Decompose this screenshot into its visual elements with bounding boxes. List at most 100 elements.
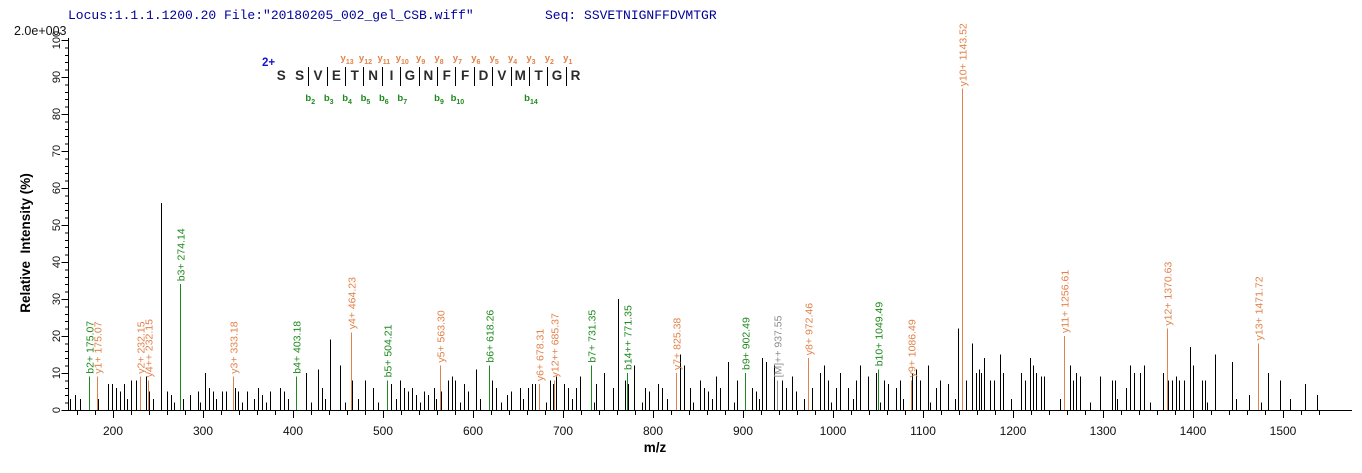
- cleavage-bar: [492, 67, 494, 86]
- b-ion-map-label: b10: [450, 93, 465, 106]
- x-tick-label: 200: [103, 424, 123, 438]
- residue-letter: V: [313, 68, 323, 83]
- residue-cell: y13 b4 T: [341, 53, 364, 106]
- x-tick-label: 600: [463, 424, 483, 438]
- residue-letter: T: [350, 68, 359, 83]
- residue-cell: y6 D: [471, 53, 492, 106]
- ion-label-b773135: b7+ 731.35: [586, 310, 598, 363]
- x-tick-label: 1300: [1090, 424, 1117, 438]
- y-tick-label: 90: [51, 71, 63, 83]
- y-ion-map-label: y3: [526, 53, 536, 66]
- x-tick-label: 1200: [1000, 424, 1027, 438]
- x-tick-label: 1100: [910, 424, 936, 438]
- y-ion-map-label: y7: [452, 53, 462, 66]
- ion-label-y897246: y8+ 972.46: [803, 303, 815, 355]
- residue-cell: y7 b10 F: [451, 53, 474, 106]
- residue-cell: b2 V: [305, 54, 327, 106]
- x-tick-label: 1000: [820, 424, 847, 438]
- cleavage-bar: [473, 67, 475, 86]
- cleavage-bar: [565, 67, 567, 86]
- y-tick-label: 50: [51, 219, 63, 231]
- ion-label-y11125661: y11+ 1256.61: [1059, 270, 1071, 333]
- ion-label-y782538: y7+ 825.38: [671, 318, 683, 370]
- x-axis-title: m/z: [644, 440, 667, 455]
- b-ion-map-label: b4: [342, 93, 352, 106]
- ion-label-b1477135: b14++ 771.35: [622, 305, 634, 370]
- ion-label-y117507: y1+ 175.07: [92, 321, 104, 373]
- ion-label-y423215: y4++ 232.15: [143, 319, 155, 378]
- x-tick-label: 1400: [1180, 424, 1207, 438]
- y-ion-map-label: y8: [434, 53, 444, 66]
- y-tick-label: 10: [51, 367, 63, 379]
- ion-label-y223215: y2+ 232.15: [135, 321, 147, 373]
- y-ion-map-label: y5: [489, 53, 499, 66]
- y-ion-map-label: y9: [416, 53, 426, 66]
- residue-letter: M: [514, 68, 526, 83]
- residue-letter: G: [551, 68, 563, 83]
- x-tick-label: 700: [553, 424, 573, 438]
- residue-letter: N: [423, 68, 434, 83]
- ion-label-b661826: b6+ 618.26: [484, 310, 496, 363]
- b-ion-map-label: b6: [378, 93, 389, 106]
- y-ion-map-label: y10: [395, 53, 409, 66]
- ion-label-y446423: y4+ 464.23: [346, 277, 358, 329]
- cleavage-bar: [381, 67, 383, 86]
- b-ion-map-label: b9: [434, 93, 444, 106]
- ion-label-b550421: b5+ 504.21: [382, 324, 394, 377]
- y-ion-map-label: y2: [544, 53, 554, 66]
- x-tick-label: 1500: [1270, 424, 1297, 438]
- residue-cell: y4 M: [508, 53, 529, 106]
- residue-letter: F: [442, 68, 451, 83]
- b-ion-map-label: b14: [524, 93, 538, 106]
- x-tick-label: 300: [193, 424, 213, 438]
- cleavage-bar: [528, 67, 530, 86]
- b-ion-map-label: b7: [397, 93, 408, 106]
- cleavage-bar: [326, 67, 328, 86]
- y-tick-label: 80: [51, 108, 63, 120]
- ion-label-b327414: b3+ 274.14: [175, 228, 187, 281]
- y-tick-label: 20: [51, 330, 63, 342]
- residue-cell: y12 b5 N: [359, 53, 382, 106]
- x-tick-label: 800: [643, 424, 663, 438]
- cleavage-bar: [345, 67, 347, 86]
- cleavage-bar: [418, 67, 420, 86]
- residue-letter: V: [497, 68, 507, 83]
- cleavage-bar: [400, 67, 402, 86]
- residue-cell: y8 b9 F: [434, 53, 456, 106]
- y-axis-title: Relative Intensity (%): [18, 173, 33, 313]
- y-ion-map-label: y6: [471, 53, 481, 66]
- y-ion-map-label: y4: [507, 53, 518, 66]
- cleavage-bar: [437, 67, 439, 86]
- ion-label-M93755: [M]++ 937.55: [772, 315, 784, 377]
- b-ion-map-label: b5: [360, 93, 371, 106]
- residue-cell: S: [290, 54, 308, 106]
- y-tick-label: 0: [51, 407, 63, 413]
- ion-label-b217507: b2+ 175.07: [84, 321, 96, 374]
- residue-letter: G: [404, 68, 416, 83]
- residue-letter: N: [368, 68, 379, 83]
- residue-letter: R: [570, 68, 581, 83]
- y-tick-label: 100: [51, 31, 63, 49]
- ion-label-y556330: y5+ 563.30: [435, 310, 447, 362]
- sequence-title: Seq: SSVETNIGNFFDVMTGR: [545, 8, 717, 23]
- cleavage-bar: [308, 67, 310, 86]
- ion-label-y667831: y6+ 678.31: [534, 329, 546, 381]
- b-ion-map-label: b3: [323, 93, 334, 106]
- cleavage-bar: [547, 67, 549, 86]
- precursor-charge-label: 2+: [262, 57, 276, 69]
- residue-cell: y3 b14 T: [524, 53, 547, 106]
- ion-label-b10104949: b10+ 1049.49: [873, 302, 885, 367]
- residue-letter: T: [534, 68, 543, 83]
- ion-label-y13147172: y13+ 1471.72: [1253, 276, 1265, 340]
- residue-letter: E: [331, 68, 341, 83]
- ion-label-y12137063: y12+ 1370.63: [1162, 262, 1174, 326]
- residue-cell: y10 b7 G: [396, 53, 419, 106]
- y-tick-label: 60: [51, 182, 63, 194]
- ion-label-y333318: y3+ 333.18: [228, 321, 240, 373]
- locus-file-title: Locus:1.1.1.1200.20 File:"20180205_002_g…: [68, 8, 474, 23]
- ion-label-b990249: b9+ 902.49: [740, 317, 752, 370]
- cleavage-bar: [363, 67, 365, 86]
